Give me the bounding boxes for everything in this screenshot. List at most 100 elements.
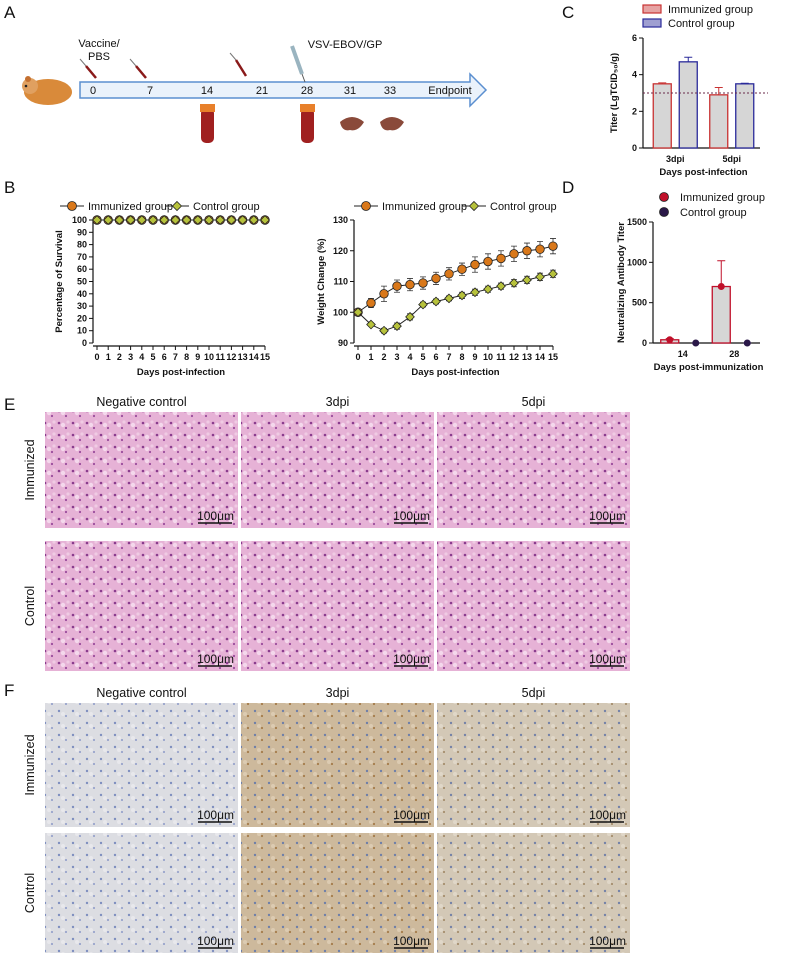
x-axis-label: Days post-infection xyxy=(659,167,747,178)
bar xyxy=(678,61,698,149)
data-point xyxy=(418,278,428,288)
y-tick-label: 60 xyxy=(77,264,87,274)
error-bar xyxy=(684,56,693,62)
panel-label: A xyxy=(4,3,16,22)
data-point xyxy=(379,289,389,299)
column-header: 3dpi xyxy=(326,395,350,409)
x-tick-label: 0 xyxy=(94,352,99,362)
data-point xyxy=(405,311,415,322)
data-point xyxy=(743,339,751,347)
data-point xyxy=(496,281,506,291)
data-point xyxy=(717,283,725,291)
data-point xyxy=(522,275,532,285)
x-tick-label: 14 xyxy=(249,352,259,362)
data-point xyxy=(405,279,415,290)
x-tick-label: 7 xyxy=(446,352,451,362)
y-tick-label: 0 xyxy=(632,143,637,153)
data-point xyxy=(192,215,203,225)
scale-bar-label: 100μm xyxy=(589,509,626,523)
micrograph xyxy=(45,703,238,827)
micrograph xyxy=(241,703,434,827)
y-axis-label: Percentage of Survival xyxy=(54,230,65,332)
y-axis-label: Weight Change (%) xyxy=(316,238,327,324)
scale-bar-label: 100μm xyxy=(589,808,626,822)
x-tick-label: 28 xyxy=(729,349,739,359)
legend-marker xyxy=(361,201,371,211)
data-point xyxy=(103,215,114,225)
y-tick-label: 10 xyxy=(77,326,87,336)
data-point xyxy=(548,241,558,251)
micrograph xyxy=(45,541,238,671)
y-tick-label: 110 xyxy=(333,277,348,287)
x-tick-label: 10 xyxy=(483,352,493,362)
x-tick-label: 8 xyxy=(459,352,464,362)
data-point xyxy=(692,339,700,347)
data-point xyxy=(181,215,192,225)
row-label: Immunized xyxy=(23,734,37,795)
x-tick-label: 13 xyxy=(522,352,532,362)
x-tick-label: 5 xyxy=(150,352,155,362)
micrograph xyxy=(437,833,630,953)
y-tick-label: 50 xyxy=(77,277,87,287)
x-tick-label: 5dpi xyxy=(722,154,741,164)
data-point xyxy=(457,264,467,274)
panel-label: E xyxy=(4,395,15,414)
data-point xyxy=(483,256,493,267)
legend-marker xyxy=(171,200,183,212)
legend-marker xyxy=(642,4,662,14)
x-tick-label: 15 xyxy=(548,352,558,362)
endpoint-label: Endpoint xyxy=(428,85,471,97)
day-label: 28 xyxy=(301,85,313,97)
y-tick-label: 2 xyxy=(632,106,637,116)
y-axis-label: Neutralizing Antibody Titer xyxy=(616,222,627,343)
legend-label: Control group xyxy=(668,18,735,30)
x-tick-label: 11 xyxy=(496,352,506,362)
day-label: 14 xyxy=(201,85,213,97)
legend-marker xyxy=(659,207,669,217)
x-tick-label: 1 xyxy=(368,352,373,362)
data-point xyxy=(444,293,454,304)
x-tick-label: 1 xyxy=(106,352,111,362)
row-label: Control xyxy=(23,873,37,913)
data-point xyxy=(496,253,506,264)
x-axis-label: Days post-infection xyxy=(137,367,225,378)
y-axis-label: Titer (LgTCID₅₀/g) xyxy=(609,53,620,133)
column-header: Negative control xyxy=(96,395,186,409)
y-tick-label: 6 xyxy=(632,33,637,43)
series-line xyxy=(357,245,554,313)
x-axis-label: Days post-infection xyxy=(411,367,499,378)
day-label: 31 xyxy=(344,85,356,97)
data-point xyxy=(125,215,136,225)
micrograph xyxy=(437,412,630,528)
scale-bar-label: 100μm xyxy=(393,652,430,666)
data-point xyxy=(215,215,226,225)
data-point xyxy=(92,215,102,225)
panel-label: F xyxy=(4,681,14,700)
x-tick-label: 14 xyxy=(678,349,688,359)
scale-bar-label: 100μm xyxy=(197,808,234,822)
data-point xyxy=(114,215,125,225)
data-point xyxy=(379,325,389,336)
x-axis-label: Days post-immunization xyxy=(654,362,764,373)
data-point xyxy=(431,296,441,307)
scale-bar-label: 100μm xyxy=(197,934,234,948)
data-point xyxy=(248,215,259,225)
micrograph xyxy=(437,703,630,827)
data-point xyxy=(457,290,467,301)
vaccine-label: PBS xyxy=(88,51,110,63)
x-tick-label: 0 xyxy=(355,352,360,362)
micrograph xyxy=(241,412,434,528)
micrograph xyxy=(45,412,238,528)
micrograph xyxy=(241,541,434,671)
x-tick-label: 4 xyxy=(139,352,144,362)
legend-label: Immunized group xyxy=(88,201,173,213)
y-tick-label: 4 xyxy=(632,70,637,80)
data-point xyxy=(666,336,674,344)
x-tick-label: 12 xyxy=(226,352,236,362)
micrograph xyxy=(437,541,630,671)
legend-marker xyxy=(468,200,480,212)
x-tick-label: 3 xyxy=(128,352,133,362)
timeline xyxy=(22,45,488,143)
bar xyxy=(711,285,731,344)
